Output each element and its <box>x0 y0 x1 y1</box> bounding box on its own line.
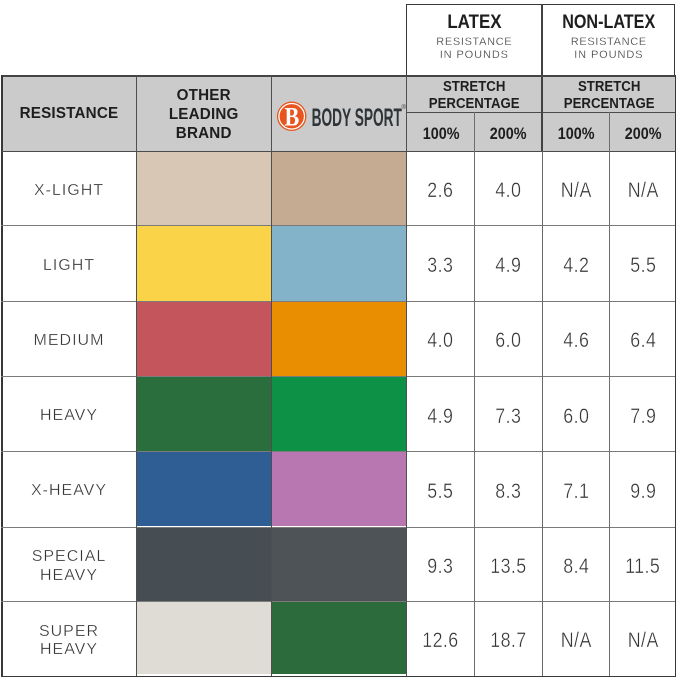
svg-text:®: ® <box>401 104 406 111</box>
svg-text:BODY SPORT: BODY SPORT <box>311 105 402 132</box>
svg-text:B: B <box>284 104 299 132</box>
